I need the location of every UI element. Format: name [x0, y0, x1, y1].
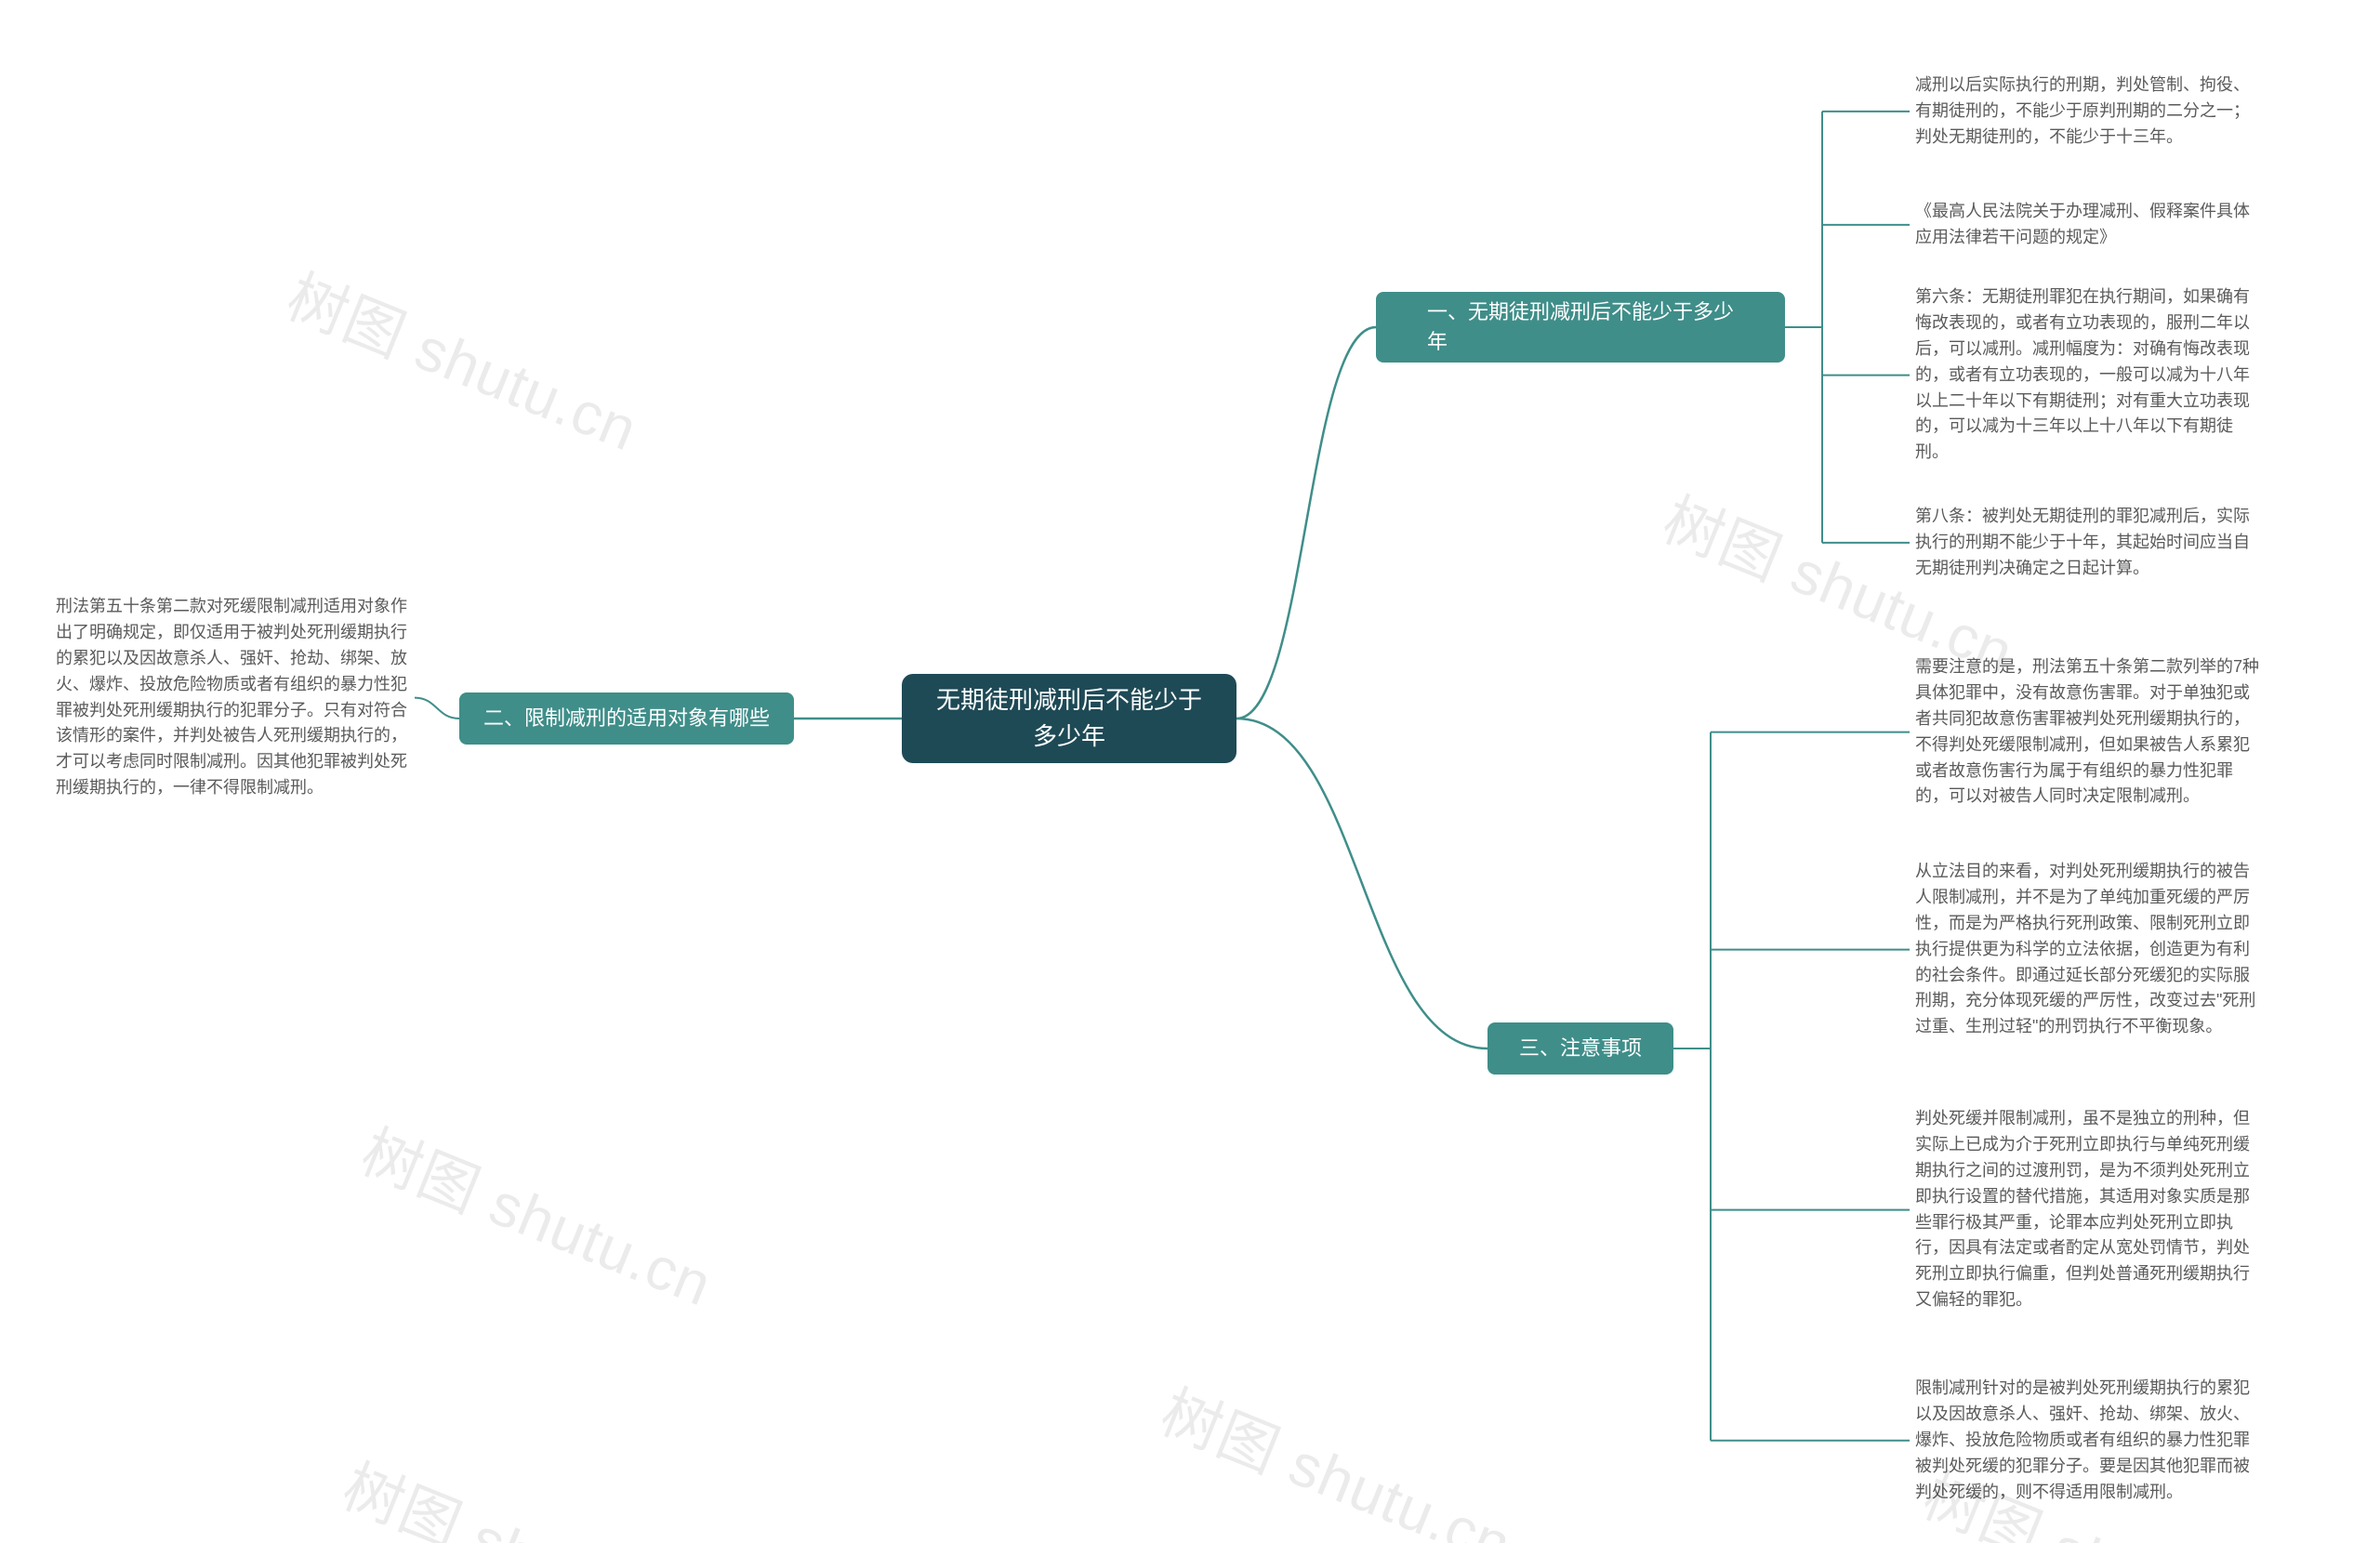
branch-node-3: 三、注意事项 [1488, 1022, 1673, 1075]
watermark: 树图 shutu.cn [1150, 1365, 1526, 1543]
leaf-node: 《最高人民法院关于办理减刑、假释案件具体应用法律若干问题的规定》 [1915, 195, 2259, 255]
branch-label: 三、注意事项 [1519, 1034, 1642, 1063]
watermark: 树图 shutu.cn [350, 1105, 726, 1324]
leaf-node: 第八条：被判处无期徒刑的罪犯减刑后，实际执行的刑期不能少于十年，其起始时间应当自… [1915, 500, 2259, 586]
leaf-text: 减刑以后实际执行的刑期，判处管制、拘役、有期徒刑的，不能少于原判刑期的二分之一；… [1915, 73, 2259, 151]
leaf-text: 第八条：被判处无期徒刑的罪犯减刑后，实际执行的刑期不能少于十年，其起始时间应当自… [1915, 504, 2259, 582]
watermark: 树图 shutu.cn [276, 250, 652, 468]
leaf-node: 从立法目的来看，对判处死刑缓期执行的被告人限制减刑，并不是为了单纯加重死缓的严厉… [1915, 855, 2259, 1044]
leaf-text: 第六条：无期徒刑罪犯在执行期间，如果确有悔改表现的，或者有立功表现的，服刑二年以… [1915, 284, 2259, 466]
root-node: 无期徒刑减刑后不能少于多少年 [902, 674, 1236, 763]
leaf-node: 第六条：无期徒刑罪犯在执行期间，如果确有悔改表现的，或者有立功表现的，服刑二年以… [1915, 281, 2259, 469]
branch-node-1: 一、无期徒刑减刑后不能少于多少年 [1376, 292, 1785, 363]
leaf-node: 减刑以后实际执行的刑期，判处管制、拘役、有期徒刑的，不能少于原判刑期的二分之一；… [1915, 69, 2259, 154]
branch-label: 一、无期徒刑减刑后不能少于多少年 [1427, 297, 1734, 357]
branch-node-2: 二、限制减刑的适用对象有哪些 [459, 692, 794, 745]
leaf-text: 判处死缓并限制减刑，虽不是独立的刑种，但实际上已成为介于死刑立即执行与单纯死刑缓… [1915, 1106, 2259, 1313]
leaf-text: 《最高人民法院关于办理减刑、假释案件具体应用法律若干问题的规定》 [1915, 199, 2259, 251]
branch-label: 二、限制减刑的适用对象有哪些 [483, 704, 770, 733]
watermark: 树图 shutu.cn [332, 1440, 707, 1543]
leaf-node: 判处死缓并限制减刑，虽不是独立的刑种，但实际上已成为介于死刑立即执行与单纯死刑缓… [1915, 1102, 2259, 1317]
leaf-text: 刑法第五十条第二款对死缓限制减刑适用对象作出了明确规定，即仅适用于被判处死刑缓期… [56, 594, 409, 801]
leaf-text: 需要注意的是，刑法第五十条第二款列举的7种具体犯罪中，没有故意伤害罪。对于单独犯… [1915, 654, 2259, 810]
leaf-text: 从立法目的来看，对判处死刑缓期执行的被告人限制减刑，并不是为了单纯加重死缓的严厉… [1915, 859, 2259, 1040]
leaf-node: 需要注意的是，刑法第五十条第二款列举的7种具体犯罪中，没有故意伤害罪。对于单独犯… [1915, 651, 2259, 813]
leaf-node: 刑法第五十条第二款对死缓限制减刑适用对象作出了明确规定，即仅适用于被判处死刑缓期… [56, 590, 409, 805]
leaf-text: 限制减刑针对的是被判处死刑缓期执行的累犯以及因故意杀人、强奸、抢劫、绑架、放火、… [1915, 1376, 2259, 1505]
leaf-node: 限制减刑针对的是被判处死刑缓期执行的累犯以及因故意杀人、强奸、抢劫、绑架、放火、… [1915, 1372, 2259, 1509]
root-label: 无期徒刑减刑后不能少于多少年 [936, 682, 1202, 755]
